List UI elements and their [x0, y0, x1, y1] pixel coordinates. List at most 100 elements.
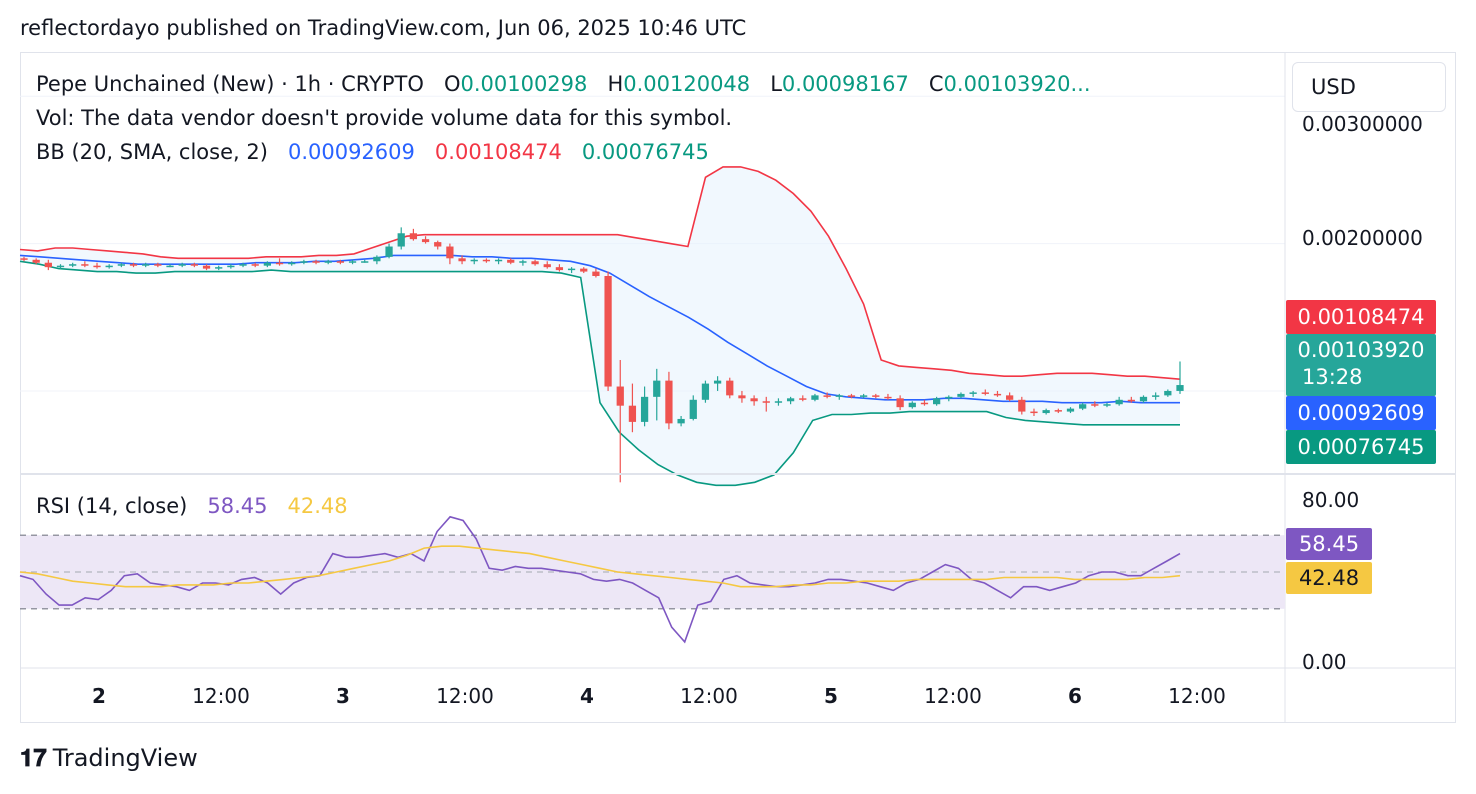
open-value: 0.00100298 [460, 72, 588, 96]
candle-body [1176, 385, 1184, 391]
close-price-tag: 0.00103920 13:28 [1286, 334, 1436, 396]
open-label: O [443, 72, 461, 96]
candle-body [908, 402, 916, 408]
candle-body [616, 386, 624, 406]
tradingview-logo[interactable]: 𝟏𝟕 TradingView [20, 744, 198, 772]
candle-body [543, 264, 551, 268]
candle-body [215, 267, 223, 269]
close-label: C [928, 72, 944, 96]
candle-body [519, 261, 527, 263]
chart-frame [20, 52, 1456, 723]
low-value: 0.00098167 [781, 72, 909, 96]
candle [592, 268, 600, 278]
candle [531, 259, 539, 266]
candle [20, 256, 28, 262]
candle [920, 399, 929, 406]
bb-legend: BB (20, SMA, close, 2) 0.00092609 0.0010… [36, 140, 709, 164]
candle-body [482, 259, 491, 262]
currency-selector[interactable]: USD [1292, 62, 1446, 112]
candle [1103, 402, 1111, 408]
candle [166, 264, 174, 268]
candle [470, 258, 478, 265]
candle-body [1018, 399, 1026, 412]
candle-body [129, 264, 138, 266]
candle-body [1103, 404, 1111, 406]
candle-body [361, 261, 369, 263]
candle [93, 262, 101, 269]
candle-body [713, 380, 722, 384]
time-tick: 12:00 [924, 684, 982, 708]
candle-body [920, 402, 929, 405]
candle [884, 393, 892, 400]
candle [738, 390, 746, 403]
bollinger-fill [20, 166, 1180, 486]
candle-body [324, 261, 332, 263]
candle [653, 368, 661, 421]
high-label: H [607, 72, 624, 96]
candle-body [275, 262, 284, 265]
candle-body [750, 398, 758, 402]
candle-body [44, 262, 52, 268]
bb-upper-line [19, 166, 1181, 380]
candle-body [933, 398, 941, 405]
candle-body [640, 396, 649, 422]
symbol-title[interactable]: Pepe Unchained (New) · 1h · CRYPTO [36, 72, 424, 96]
candle [373, 255, 381, 265]
candle-body [373, 256, 381, 262]
candle-body [288, 262, 296, 265]
bb-label[interactable]: BB (20, SMA, close, 2) [36, 140, 268, 164]
candle-body [799, 398, 807, 400]
candle [555, 264, 564, 272]
candle-body [786, 398, 795, 402]
candle-body [1139, 396, 1148, 402]
candle-body [701, 383, 710, 400]
candle [69, 262, 77, 268]
candle-body [726, 380, 734, 396]
time-tick: 6 [1068, 684, 1082, 708]
candle [993, 390, 1002, 397]
candle-body [1152, 395, 1160, 397]
brand-name: TradingView [52, 744, 198, 772]
candle-body [531, 261, 539, 265]
candle-body [421, 239, 430, 243]
candle [361, 259, 369, 263]
candle [1127, 396, 1135, 403]
candle-body [811, 395, 819, 400]
rsi-label[interactable]: RSI (14, close) [36, 494, 188, 518]
time-tick: 12:00 [192, 684, 250, 708]
rsi-pane [19, 515, 1285, 644]
candle [580, 267, 588, 274]
candle [154, 262, 162, 268]
candle [981, 389, 989, 396]
candle [1042, 408, 1050, 415]
candle-body [190, 264, 198, 266]
volume-notice: Vol: The data vendor doesn't provide vol… [36, 106, 733, 130]
candle-body [981, 392, 989, 394]
candle [677, 416, 685, 427]
candle-body [1127, 399, 1135, 402]
time-tick: 2 [92, 684, 106, 708]
bb-basis-value: 0.00092609 [287, 140, 415, 164]
candle [750, 395, 758, 406]
candle [482, 258, 491, 263]
candle [957, 392, 965, 399]
candle-body [555, 267, 564, 271]
candle-body [117, 264, 125, 266]
candle-body [738, 395, 746, 399]
candle-body [142, 264, 150, 266]
candle [847, 393, 856, 399]
candle-body [263, 262, 271, 266]
candle [251, 262, 259, 268]
bb-upper-tag: 0.00108474 [1286, 300, 1436, 334]
candle-body [847, 395, 856, 397]
candle-body [835, 395, 843, 397]
candle [56, 264, 65, 269]
candle [896, 395, 904, 411]
candle-body [1091, 404, 1099, 406]
candle-body [32, 259, 40, 263]
price-tick: 0.00200000 [1302, 226, 1423, 250]
low-label: L [770, 72, 782, 96]
candle-body [896, 398, 904, 408]
tradingview-mark-icon: 𝟏𝟕 [20, 744, 47, 772]
